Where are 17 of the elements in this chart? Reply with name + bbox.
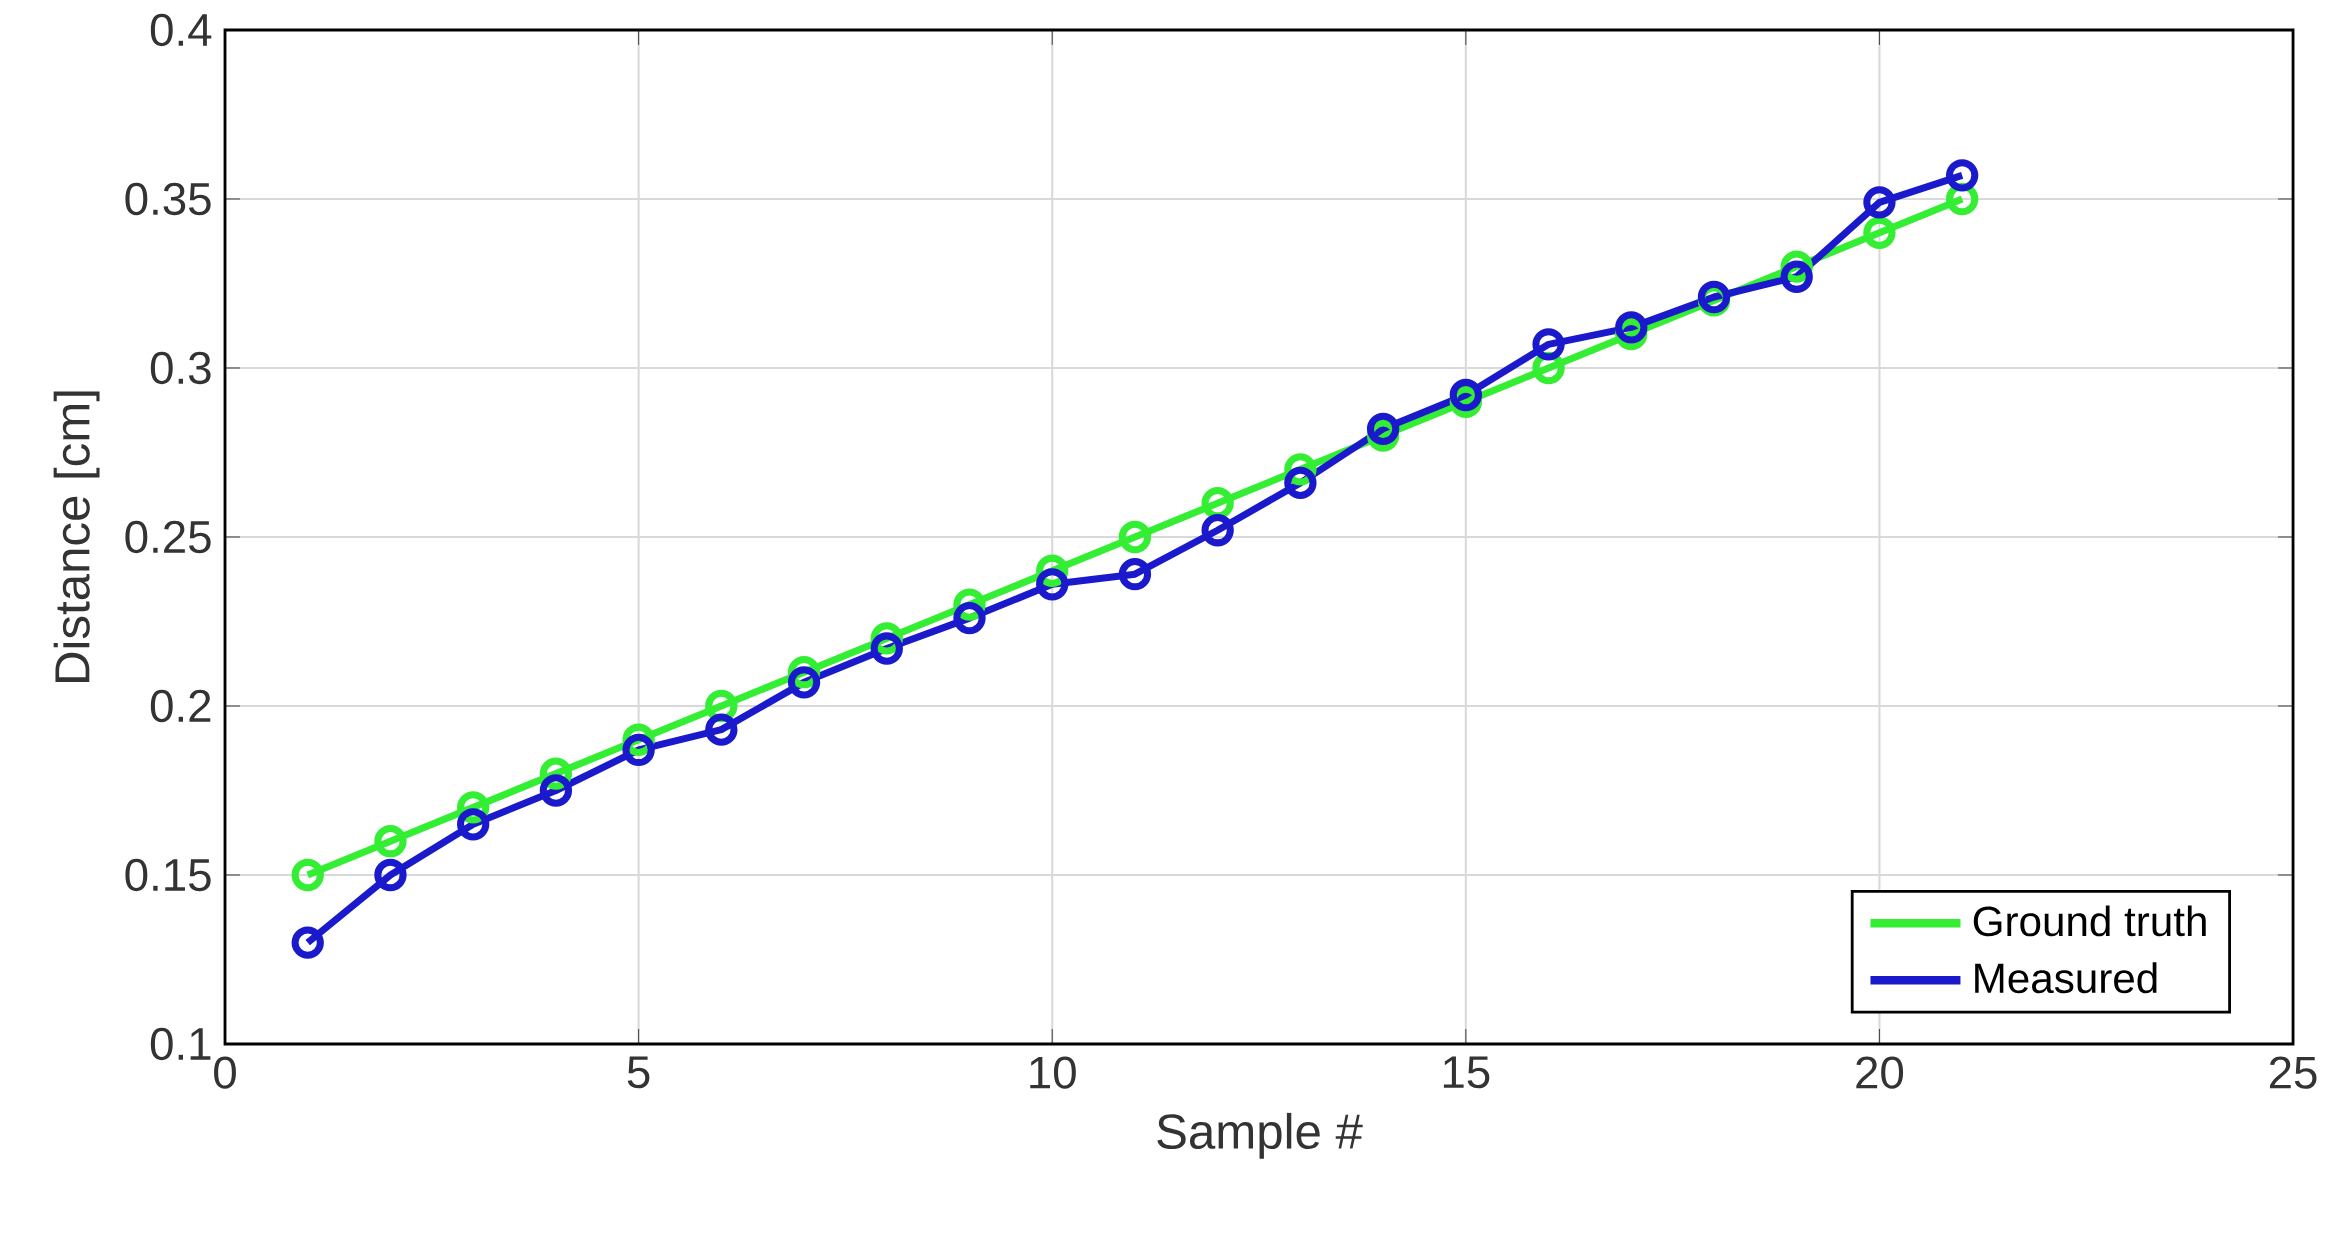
x-tick-label: 25 [2269, 1056, 2317, 1089]
legend-label: Measured [1975, 962, 2157, 994]
y-tick-label: 0.15 [125, 858, 211, 892]
y-tick-label: 0.35 [125, 182, 211, 216]
y-tick-label: 0.25 [125, 520, 211, 554]
x-tick-label: 10 [1030, 1056, 1076, 1089]
x-axis-title: Sample # [1157, 1112, 1363, 1159]
x-tick-label: 15 [1443, 1056, 1490, 1089]
x-tick-label: 0 [214, 1056, 236, 1089]
y-axis-title: Distance [cm] [53, 391, 100, 682]
y-tick-label: 0.2 [150, 689, 211, 723]
y-tick-label: 0.1 [150, 1027, 211, 1061]
y-tick-label: 0.4 [150, 13, 212, 47]
y-tick-label: 0.3 [150, 351, 211, 385]
legend-label: Ground truth [1973, 905, 2206, 937]
x-tick-label: 20 [1856, 1056, 1904, 1089]
x-tick-label: 5 [627, 1056, 650, 1089]
